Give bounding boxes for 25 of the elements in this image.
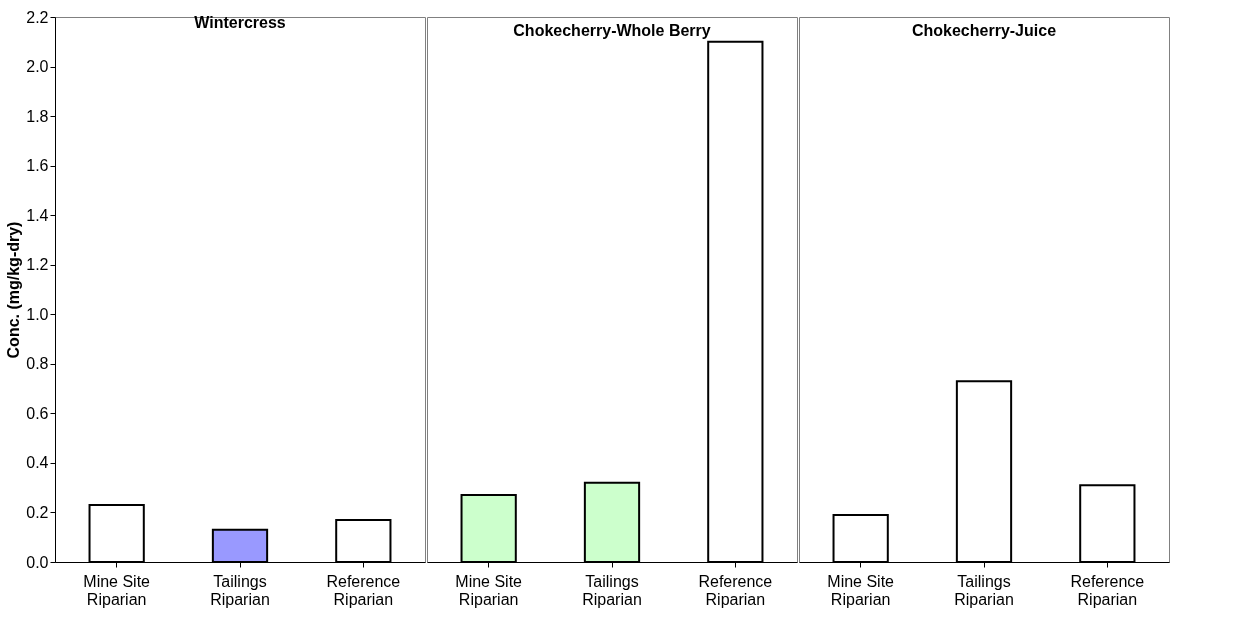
- y-tick-label: 1.0: [26, 305, 49, 323]
- y-tick-label: 0.2: [26, 503, 49, 521]
- y-tick-label: 2.0: [26, 58, 49, 76]
- y-tick-label: 1.8: [26, 107, 49, 125]
- y-tick-label: 1.6: [26, 157, 49, 175]
- x-tick-label: Reference Riparian: [1070, 572, 1145, 608]
- y-tick-label: 0.8: [26, 355, 49, 373]
- y-tick-label: 1.4: [26, 206, 49, 224]
- y-axis-title: Conc. (mg/kg-dry): [5, 221, 23, 359]
- chart-title: Wintercress: [194, 14, 286, 31]
- x-tick-label: Reference Riparian: [326, 572, 401, 608]
- x-tick-label: Tailings Riparian: [210, 572, 270, 608]
- x-tick-label: Mine Site Riparian: [455, 572, 523, 608]
- y-tick-label: 2.2: [26, 8, 49, 26]
- x-tick-label: Tailings Riparian: [954, 572, 1014, 608]
- chart-title: Chokecherry-Whole Berry: [513, 22, 711, 39]
- y-tick-label: 0.0: [26, 553, 49, 571]
- y-tick-label: 0.6: [26, 404, 49, 422]
- x-tick-label: Reference Riparian: [698, 572, 773, 608]
- x-tick-label: Mine Site Riparian: [827, 572, 895, 608]
- y-tick-label: 1.2: [26, 256, 49, 274]
- chart-title: Chokecherry-Juice: [911, 22, 1057, 39]
- x-tick-label: Mine Site Riparian: [83, 572, 151, 608]
- y-tick-label: 0.4: [26, 454, 49, 472]
- x-tick-label: Tailings Riparian: [582, 572, 642, 608]
